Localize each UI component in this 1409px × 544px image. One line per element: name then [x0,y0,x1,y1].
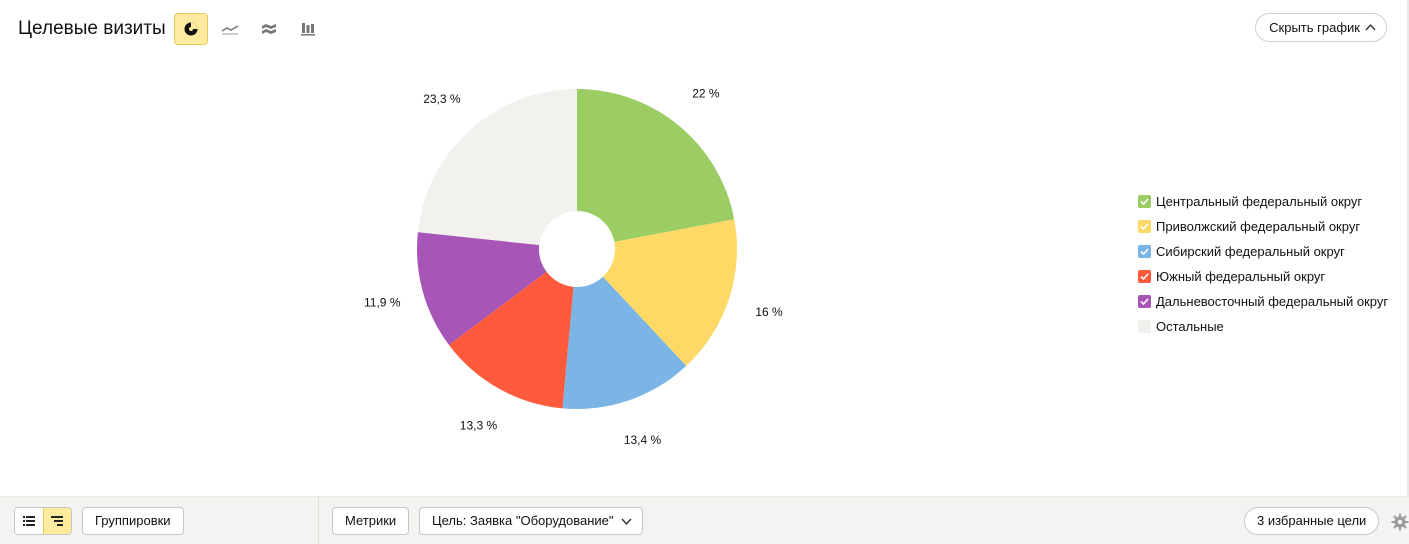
toolbar-divider [318,497,319,544]
goal-select[interactable]: Цель: Заявка "Оборудование" [419,507,643,535]
pie-slice[interactable] [602,219,737,366]
goal-select-value: Цель: Заявка "Оборудование" [432,513,614,528]
pie-chart-icon [184,22,198,36]
legend-item[interactable]: Центральный федеральный округ [1138,193,1388,218]
checkmark-icon [1140,223,1149,231]
pie-slice-label: 23,3 % [423,92,461,106]
chart-header: Целевые визиты Скрыть график [0,0,1409,60]
tree-view-button[interactable] [42,508,71,534]
pie-slice[interactable] [448,271,574,409]
checkmark-icon [1140,198,1149,206]
area-chart-button[interactable] [252,13,286,45]
pie-slice[interactable] [417,89,577,246]
groupings-button[interactable]: Группировки [82,507,184,535]
legend-checkbox[interactable] [1138,320,1151,333]
legend-checkbox[interactable] [1138,295,1151,308]
view-toggle [14,507,72,535]
scrollbar-track[interactable] [1407,0,1409,496]
legend-checkbox[interactable] [1138,270,1151,283]
settings-button[interactable] [1391,513,1409,531]
pie-slice-label: 13,3 % [460,418,498,432]
chevron-down-icon [620,518,632,526]
report-toolbar: Группировки Метрики Цель: Заявка "Оборуд… [0,496,1409,544]
tree-list-icon [51,516,64,526]
metrics-button[interactable]: Метрики [332,507,410,535]
legend-label: Дальневосточный федеральный округ [1156,294,1389,309]
checkmark-icon [1140,273,1149,281]
bar-chart-icon [301,23,315,36]
pie-slice-label: 22 % [692,86,720,100]
pie-slice-label: 11,9 % [364,296,401,310]
legend-checkbox[interactable] [1138,220,1151,233]
legend-item[interactable]: Южный федеральный округ [1138,268,1388,293]
checkmark-icon [1140,248,1149,256]
area-chart-icon [262,24,276,34]
hide-chart-label: Скрыть график [1269,20,1360,35]
legend-label: Приволжский федеральный округ [1156,219,1361,234]
page-title: Целевые визиты [18,18,166,39]
legend-checkbox[interactable] [1138,245,1151,258]
list-icon [22,516,35,526]
legend-label: Центральный федеральный округ [1156,194,1363,209]
legend-item[interactable]: Приволжский федеральный округ [1138,218,1388,243]
legend-label: Южный федеральный округ [1156,269,1326,284]
pie-chart: 22 % 16 % 13,4 % 13,3 % 11,9 % 23,3 % [364,86,783,447]
legend-item[interactable]: Сибирский федеральный округ [1138,243,1388,268]
favorite-goals-button[interactable]: 3 избранные цели [1244,507,1380,535]
gear-icon [1391,513,1409,531]
checkmark-icon [1140,298,1149,306]
line-chart-icon [221,25,239,35]
chevron-up-icon [1365,23,1376,31]
legend-item[interactable]: Дальневосточный федеральный округ [1138,293,1388,318]
bar-chart-button[interactable] [291,13,325,45]
pie-slice[interactable] [577,89,735,242]
pie-slice-label: 13,4 % [624,433,662,447]
list-view-button[interactable] [15,508,43,534]
pie-slice[interactable] [562,276,687,409]
line-chart-button[interactable] [213,13,247,45]
chart-legend: Центральный федеральный округ Приволжский… [1138,193,1388,343]
pie-chart-button[interactable] [174,13,208,45]
legend-label: Сибирский федеральный округ [1156,244,1345,259]
hide-chart-button[interactable]: Скрыть график [1255,13,1387,42]
pie-slice-label: 16 % [755,305,783,319]
legend-item[interactable]: Остальные [1138,318,1388,343]
pie-slice[interactable] [417,232,547,345]
legend-label: Остальные [1156,319,1224,334]
legend-checkbox[interactable] [1138,195,1151,208]
